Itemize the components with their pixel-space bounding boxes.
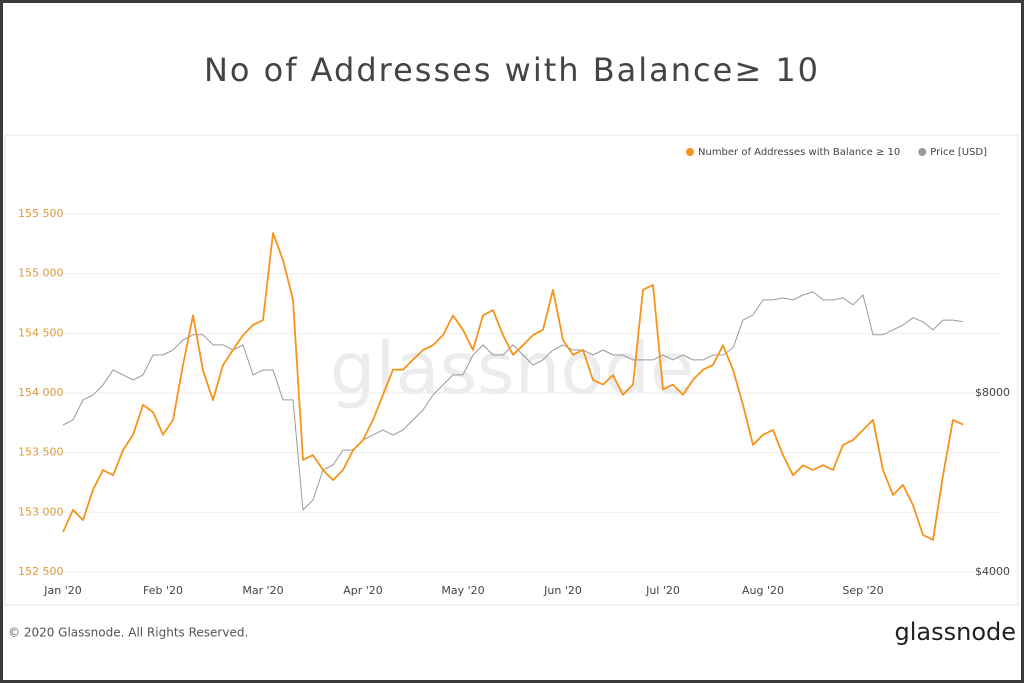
y2-tick-label: $4000 — [975, 565, 1010, 578]
brand: glassnode — [894, 618, 1016, 646]
legend-label: Price [USD] — [930, 147, 987, 158]
y-tick-label: 152 500 — [18, 565, 64, 578]
panel — [4, 134, 1019, 606]
series-line — [62, 291, 964, 511]
legend-marker — [686, 148, 694, 156]
y-tick-label: 154 500 — [18, 326, 64, 339]
y-tick-label: 153 000 — [18, 505, 64, 518]
chart-title: No of Addresses with Balance≥ 10 — [204, 51, 820, 89]
x-tick-label: Apr '20 — [343, 584, 383, 597]
y2-tick-label: $8000 — [975, 386, 1010, 399]
x-tick-label: Feb '20 — [143, 584, 183, 597]
x-tick-label: Mar '20 — [242, 584, 283, 597]
x-tick-label: Jun '20 — [543, 584, 582, 597]
y-tick-label: 154 000 — [18, 386, 64, 399]
y-tick-label: 155 500 — [18, 207, 64, 220]
y-tick-label: 155 000 — [18, 267, 64, 280]
footer: © 2020 Glassnode. All Rights Reserved. — [8, 626, 248, 640]
watermark: glassnode — [330, 327, 695, 411]
legend-label: Number of Addresses with Balance ≥ 10 — [698, 147, 900, 158]
x-tick-label: Aug '20 — [742, 584, 784, 597]
series-line — [62, 232, 964, 541]
x-tick-label: Sep '20 — [842, 584, 883, 597]
legend-marker — [918, 148, 927, 156]
y-tick-label: 153 500 — [18, 446, 64, 459]
x-tick-label: May '20 — [441, 584, 484, 597]
x-tick-label: Jan '20 — [43, 584, 81, 597]
x-tick-label: Jul '20 — [645, 584, 680, 597]
